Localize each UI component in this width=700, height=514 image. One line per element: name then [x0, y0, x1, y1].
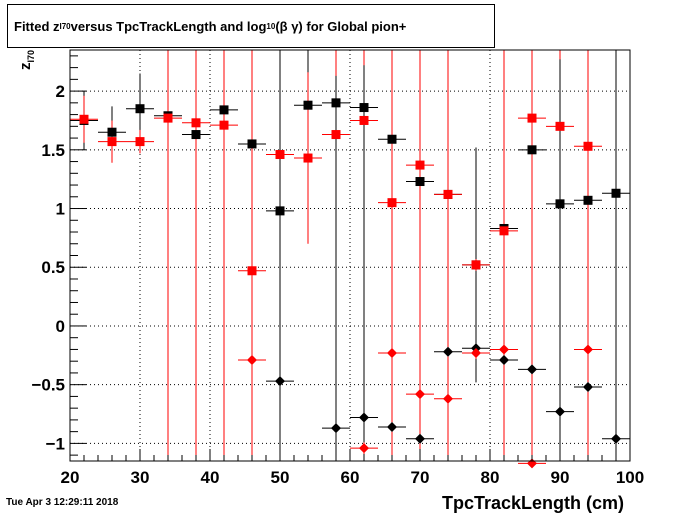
- diamond-marker: [583, 344, 593, 355]
- diamond-marker: [555, 406, 565, 417]
- square-marker: [443, 189, 453, 199]
- diamond-marker: [443, 346, 453, 357]
- square-marker: [247, 139, 257, 149]
- square-marker: [107, 137, 117, 147]
- title-part-2: versus TpcTrackLength and log: [70, 18, 267, 34]
- square-marker: [555, 199, 565, 209]
- diamond-marker: [275, 376, 285, 387]
- title-part-1: Fitted z: [14, 18, 60, 34]
- square-marker: [415, 160, 425, 170]
- diamond-marker: [583, 382, 593, 393]
- diamond-marker: [415, 433, 425, 444]
- x-tick-label: 50: [271, 468, 290, 487]
- y-tick-label: 1.5: [41, 141, 65, 160]
- diamond-marker: [387, 421, 397, 432]
- square-marker: [611, 188, 621, 198]
- square-marker: [135, 137, 145, 147]
- square-marker: [79, 114, 89, 124]
- square-marker: [471, 260, 481, 270]
- square-marker: [163, 113, 173, 123]
- y-tick-label: 1: [56, 200, 65, 219]
- y-tick-label: −0.5: [31, 376, 65, 395]
- square-marker: [359, 115, 369, 125]
- square-marker: [331, 130, 341, 140]
- square-marker: [275, 150, 285, 160]
- y-tick-label: 0: [56, 317, 65, 336]
- square-marker: [303, 153, 313, 163]
- square-marker: [527, 113, 537, 123]
- diamond-marker: [247, 355, 257, 366]
- data-markers: [79, 98, 621, 469]
- grid-lines: [70, 50, 630, 461]
- square-marker: [359, 103, 369, 113]
- square-marker: [135, 104, 145, 114]
- y-axis-label-sub: I70: [26, 49, 36, 63]
- title-subscript-1: I70: [59, 21, 71, 31]
- square-marker: [275, 206, 285, 216]
- diamond-marker: [331, 423, 341, 434]
- diamond-marker: [471, 347, 481, 358]
- y-tick-label: 2: [56, 82, 65, 101]
- square-marker: [219, 120, 229, 130]
- diamond-marker: [527, 364, 537, 375]
- diamond-marker: [499, 344, 509, 355]
- x-tick-label: 70: [411, 468, 430, 487]
- y-axis-label-main: z: [17, 62, 34, 71]
- x-tick-label: 100: [616, 468, 644, 487]
- square-marker: [303, 100, 313, 110]
- plot-frame: [69, 49, 631, 462]
- square-marker: [583, 141, 593, 151]
- square-marker: [387, 198, 397, 208]
- diamond-marker: [499, 355, 509, 366]
- title-subscript-2: 10: [266, 21, 276, 31]
- square-marker: [247, 266, 257, 276]
- square-marker: [191, 118, 201, 128]
- square-marker: [499, 226, 509, 236]
- x-tick-label: 80: [481, 468, 500, 487]
- diamond-marker: [387, 347, 397, 358]
- x-tick-label: 30: [131, 468, 150, 487]
- datestamp: Tue Apr 3 12:29:11 2018: [6, 497, 119, 508]
- chart-title: Fitted z I70 versus TpcTrackLength and lo…: [7, 4, 495, 48]
- square-marker: [331, 98, 341, 108]
- axis-ticks: 20 30 40 50 60 70 80 90 100 −1 −0.5 0 0.5 1 1.5 2: [31, 55, 644, 487]
- diamond-marker: [359, 412, 369, 423]
- square-marker: [415, 177, 425, 187]
- x-tick-label: 20: [61, 468, 80, 487]
- square-marker: [191, 130, 201, 140]
- y-axis-label: zI70: [17, 50, 36, 70]
- y-tick-label: 0.5: [41, 258, 65, 277]
- diamond-marker: [611, 433, 621, 444]
- square-marker: [219, 105, 229, 115]
- diamond-marker: [443, 393, 453, 404]
- x-axis-label: TpcTrackLength (cm): [442, 493, 625, 513]
- x-tick-label: 90: [551, 468, 570, 487]
- x-tick-label: 60: [341, 468, 360, 487]
- title-part-3: (β γ) for Global pion+: [275, 18, 407, 34]
- square-marker: [583, 195, 593, 205]
- square-marker: [555, 121, 565, 131]
- square-marker: [527, 145, 537, 155]
- y-tick-label: −1: [46, 434, 65, 453]
- square-marker: [387, 134, 397, 144]
- diamond-marker: [359, 443, 369, 454]
- error-bars: [70, 50, 630, 464]
- diamond-marker: [415, 389, 425, 400]
- x-tick-label: 40: [201, 468, 220, 487]
- square-marker: [107, 127, 117, 137]
